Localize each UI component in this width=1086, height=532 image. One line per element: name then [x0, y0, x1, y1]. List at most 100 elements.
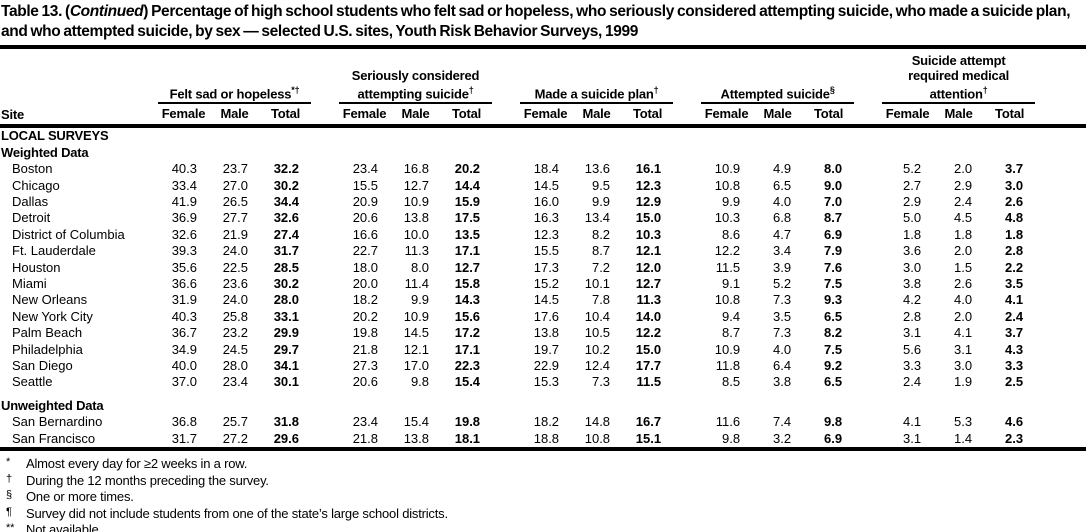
table-row: San Bernardino 36.8 25.7 31.8 23.4 15.4 19.8 18…	[0, 414, 1086, 430]
male-value: 9.9	[591, 193, 611, 209]
total-value: 17.2	[454, 325, 481, 341]
total-value: 34.4	[273, 193, 300, 209]
table-row: Ft. Lauderdale 39.3 24.0 31.7 22.7 11.3 17.1 15…	[0, 243, 1086, 259]
footnote-symbol: ¶	[6, 505, 12, 518]
male-value: 25.8	[222, 308, 248, 324]
female-value: 40.3	[171, 308, 197, 324]
total-value: 31.7	[273, 243, 300, 259]
column-spacer	[854, 227, 882, 243]
total-value: 31.8	[273, 414, 300, 430]
female-value: 11.6	[715, 414, 741, 430]
female-value: 37.0	[171, 374, 197, 390]
column-spacer	[311, 374, 339, 390]
subsection-heading: Weighted Data	[1, 144, 89, 160]
group-header-attempted-suicide: Attempted suicide§	[701, 49, 855, 105]
group-header-felt-sad-or-hopeless: Felt sad or hopeless*†	[158, 49, 312, 105]
footnote-symbol: *	[6, 456, 11, 469]
column-spacer	[311, 194, 339, 210]
male-value: 8.0	[410, 259, 430, 275]
footnote-symbol: **	[6, 522, 15, 532]
col-header-male: Male	[390, 103, 442, 129]
female-value: 15.3	[533, 374, 560, 390]
male-value: 3.2	[773, 430, 792, 446]
site-cell: New York City	[12, 308, 93, 324]
total-value: 16.7	[635, 414, 662, 430]
male-value: 15.4	[403, 414, 430, 430]
female-value: 15.5	[352, 177, 379, 193]
female-value: 22.7	[352, 243, 379, 259]
female-value: 32.6	[171, 226, 197, 242]
column-spacer	[673, 325, 701, 341]
total-value: 12.1	[635, 243, 662, 259]
female-value: 8.6	[722, 226, 741, 242]
female-value: 3.8	[903, 275, 922, 291]
right-margin	[1035, 342, 1086, 358]
column-spacer	[492, 292, 520, 308]
column-spacer	[492, 227, 520, 243]
col-header-total: Total	[622, 103, 674, 129]
total-value: 3.7	[1005, 325, 1024, 341]
total-value: 11.5	[636, 374, 662, 390]
female-value: 10.8	[714, 177, 741, 193]
total-value: 6.5	[824, 308, 843, 324]
column-spacer	[311, 210, 339, 226]
group-label-text: Suicide attempt required medical attenti…	[908, 53, 1010, 102]
male-value: 27.2	[222, 430, 248, 446]
male-value: 24.0	[222, 292, 248, 308]
female-value: 23.4	[352, 414, 379, 430]
male-value: 28.0	[222, 358, 248, 374]
gap-cell	[0, 391, 1086, 398]
col-header-total: Total	[441, 103, 493, 129]
female-value: 19.7	[533, 341, 560, 357]
total-value: 12.3	[635, 177, 662, 193]
total-value: 11.3	[636, 292, 662, 308]
table-row: New York City 40.3 25.8 33.1 20.2 10.9 15.6 17.…	[0, 309, 1086, 325]
column-spacer	[673, 49, 702, 129]
total-value: 12.0	[635, 259, 662, 275]
column-spacer	[854, 374, 882, 390]
table-row: Seattle 37.0 23.4 30.1 20.6 9.8 15.4 15.3 7.3 11.…	[0, 374, 1086, 390]
column-spacer	[492, 309, 520, 325]
male-value: 4.1	[954, 325, 973, 341]
male-value: 14.5	[403, 325, 430, 341]
total-value: 1.8	[1005, 226, 1024, 242]
total-value: 15.9	[454, 193, 481, 209]
total-value: 4.1	[1005, 292, 1024, 308]
total-value: 27.4	[273, 226, 300, 242]
male-value: 16.8	[403, 161, 430, 177]
female-value: 15.2	[533, 275, 560, 291]
column-spacer	[311, 227, 339, 243]
female-value: 36.8	[171, 414, 197, 430]
female-value: 10.9	[714, 161, 741, 177]
female-value: 12.2	[714, 243, 741, 259]
table-row: Chicago 33.4 27.0 30.2 15.5 12.7 14.4 14.5 9.5 12…	[0, 178, 1086, 194]
group-header-required-medical-attention: Suicide attempt required medical attenti…	[882, 49, 1036, 105]
column-spacer	[854, 161, 882, 177]
female-value: 20.9	[352, 193, 379, 209]
male-value: 23.4	[222, 374, 248, 390]
right-margin	[1035, 210, 1086, 226]
column-spacer	[673, 243, 701, 259]
male-value: 23.6	[222, 275, 248, 291]
total-value: 28.0	[273, 292, 300, 308]
total-value: 17.1	[454, 341, 481, 357]
male-value: 4.0	[954, 292, 973, 308]
male-value: 1.5	[954, 259, 973, 275]
male-value: 2.0	[954, 308, 973, 324]
right-margin	[1035, 309, 1086, 325]
site-cell: Dallas	[12, 193, 49, 209]
column-spacer	[854, 276, 882, 292]
total-value: 18.1	[454, 430, 481, 446]
right-margin	[1035, 178, 1086, 194]
footnotes: * Almost every day for ≥2 weeks in a row.…	[0, 451, 1086, 532]
female-value: 16.0	[533, 193, 560, 209]
footnote: ¶ Survey did not include students from on…	[0, 505, 1086, 522]
male-value: 10.0	[403, 226, 430, 242]
male-value: 10.9	[403, 308, 430, 324]
site-cell: Boston	[12, 161, 53, 177]
site-cell: San Diego	[12, 358, 73, 374]
column-spacer	[492, 243, 520, 259]
female-value: 3.6	[903, 243, 922, 259]
total-value: 9.0	[824, 177, 843, 193]
male-value: 4.0	[773, 341, 792, 357]
